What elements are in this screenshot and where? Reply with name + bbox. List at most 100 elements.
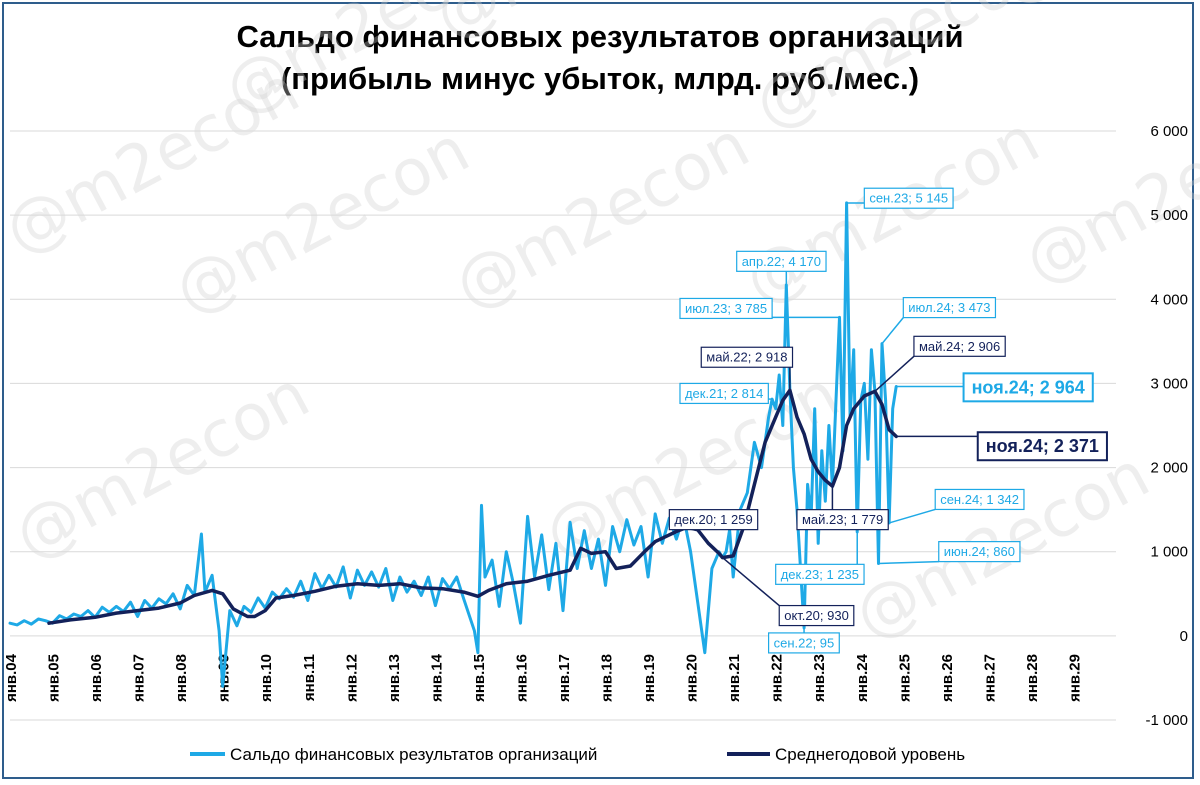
annotation-сен-24-1-342: сен.24; 1 342 [888, 488, 1025, 524]
annotation-ноя-24-2-964: ноя.24; 2 964 [896, 372, 1094, 403]
annotation-leader [878, 560, 939, 565]
x-tick-label: янв.13 [386, 654, 403, 702]
x-tick-label: янв.06 [88, 654, 105, 702]
annotation-label: сен.22; 95 [774, 635, 835, 650]
x-tick-label: янв.24 [854, 653, 871, 702]
x-tick-label: янв.23 [811, 654, 828, 702]
chart-title-block: Сальдо финансовых результатов организаци… [0, 16, 1200, 100]
chart-subtitle: (прибыль минус убыток, млрд. руб./мес.) [280, 61, 920, 96]
legend-item-average: Среднегодовой уровень [727, 745, 965, 764]
x-tick-label: янв.22 [769, 654, 786, 702]
annotation-label: май.24; 2 906 [919, 339, 1000, 354]
watermark-text: @m2econ [1013, 83, 1200, 299]
legend-label: Сальдо финансовых результатов организаци… [230, 745, 597, 764]
annotation-box [768, 632, 840, 654]
annotation-box [679, 382, 769, 405]
annotation-дек-23-1-235: дек.23; 1 235 [775, 531, 865, 585]
x-tick-label: янв.19 [641, 654, 658, 702]
y-tick-label: 3 000 [1150, 375, 1188, 392]
x-tick-label: янв.15 [471, 654, 488, 702]
annotation-label: июл.24; 3 473 [908, 300, 990, 315]
annotation-май-22-2-918: май.22; 2 918 [700, 346, 794, 391]
annotation-box [934, 488, 1025, 511]
annotation-июл-23-3-785: июл.23; 3 785 [679, 297, 840, 320]
y-axis-labels: -1 000 0 1 000 2 000 3 000 4 000 5 000 6 000 [1145, 123, 1188, 729]
annotation-box [938, 541, 1021, 563]
annotation-дек-21-2-814: дек.21; 2 814 [679, 382, 773, 405]
annotation-leader [881, 317, 904, 345]
y-tick-label: 1 000 [1150, 544, 1188, 561]
annotation-label: дек.21; 2 814 [685, 386, 763, 401]
annotation-box [976, 431, 1108, 462]
annotation-leader [888, 508, 936, 524]
annotation-box [679, 297, 773, 320]
annotation-box [796, 509, 889, 531]
annotation-label: июл.23; 3 785 [685, 301, 767, 316]
watermark-text: @m2econ [3, 358, 321, 574]
x-tick-label: янв.26 [939, 654, 956, 702]
x-tick-label: янв.14 [428, 653, 445, 702]
annotation-box [736, 250, 827, 272]
annotation-июл-24-3-473: июл.24; 3 473 [881, 297, 997, 345]
x-tick-label: янв.18 [599, 654, 616, 702]
legend: Сальдо финансовых результатов организаци… [190, 745, 965, 764]
annotation-label: июн.24; 860 [944, 544, 1015, 559]
x-tick-label: янв.17 [556, 654, 573, 702]
y-tick-label: 2 000 [1150, 460, 1188, 477]
annotation-июн-24-860: июн.24; 860 [878, 541, 1021, 565]
x-tick-label: янв.28 [1024, 654, 1041, 702]
annotation-label: дек.23; 1 235 [781, 567, 859, 582]
annotation-май-23-1-779: май.23; 1 779 [796, 486, 889, 531]
x-tick-label: янв.11 [301, 654, 318, 701]
x-tick-label: янв.25 [896, 654, 913, 702]
annotation-label: апр.22; 4 170 [742, 254, 821, 269]
annotation-box [668, 509, 759, 531]
x-tick-label: янв.10 [258, 654, 275, 702]
annotation-label: окт.20; 930 [784, 608, 849, 623]
annotation-box [962, 372, 1094, 403]
x-tick-label: янв.08 [173, 654, 190, 702]
annotation-label: ноя.24; 2 371 [986, 436, 1099, 456]
annotation-leader [722, 557, 780, 607]
annotation-leader [874, 355, 915, 392]
y-tick-label: 4 000 [1150, 291, 1188, 308]
watermark-text: @m2econ [423, 0, 741, 54]
data-annotations: сен.23; 5 145 апр.22; 4 170 июл.23; 3 785 и… [668, 187, 1108, 654]
y-tick-label: 0 [1180, 628, 1188, 645]
annotation-окт-20-930: окт.20; 930 [722, 557, 855, 627]
x-tick-label: янв.04 [3, 653, 20, 702]
annotation-label: сен.23; 5 145 [869, 191, 948, 206]
series-line-average [47, 388, 898, 625]
x-tick-label: янв.16 [513, 654, 530, 702]
x-axis-labels: янв.04 янв.05 янв.06 янв.07 янв.08 янв.09 янв.… [3, 653, 1083, 702]
series-line-saldo [8, 201, 898, 688]
y-tick-label: 6 000 [1150, 123, 1188, 140]
x-tick-label: янв.07 [131, 654, 148, 702]
series-lines [8, 201, 898, 688]
legend-label: Среднегодовой уровень [775, 745, 965, 764]
legend-item-saldo: Сальдо финансовых результатов организаци… [190, 745, 597, 764]
annotation-апр-22-4-170: апр.22; 4 170 [736, 250, 827, 285]
y-tick-label: -1 000 [1145, 712, 1188, 729]
x-tick-label: янв.05 [46, 654, 63, 702]
annotation-box [778, 604, 855, 627]
annotation-label: май.22; 2 918 [706, 350, 787, 365]
x-tick-label: янв.29 [1066, 654, 1083, 702]
gridlines [10, 130, 1116, 721]
annotation-сен-22-95: сен.22; 95 [768, 627, 840, 654]
annotation-май-24-2-906: май.24; 2 906 [874, 335, 1006, 392]
annotation-label: ноя.24; 2 964 [972, 377, 1085, 397]
y-tick-label: 5 000 [1150, 207, 1188, 224]
annotation-ноя-24-2-371: ноя.24; 2 371 [896, 431, 1108, 462]
annotation-box [902, 297, 997, 319]
annotation-label: май.23; 1 779 [802, 512, 883, 527]
x-tick-label: янв.20 [684, 654, 701, 702]
x-tick-label: янв.21 [726, 654, 743, 702]
chart-title: Сальдо финансовых результатов организаци… [236, 19, 964, 54]
annotation-box [775, 563, 865, 585]
watermark-text: @m2econ [443, 108, 761, 324]
annotation-сен-23-5-145: сен.23; 5 145 [846, 187, 954, 209]
annotation-box [863, 187, 954, 209]
annotation-label: сен.24; 1 342 [940, 492, 1019, 507]
